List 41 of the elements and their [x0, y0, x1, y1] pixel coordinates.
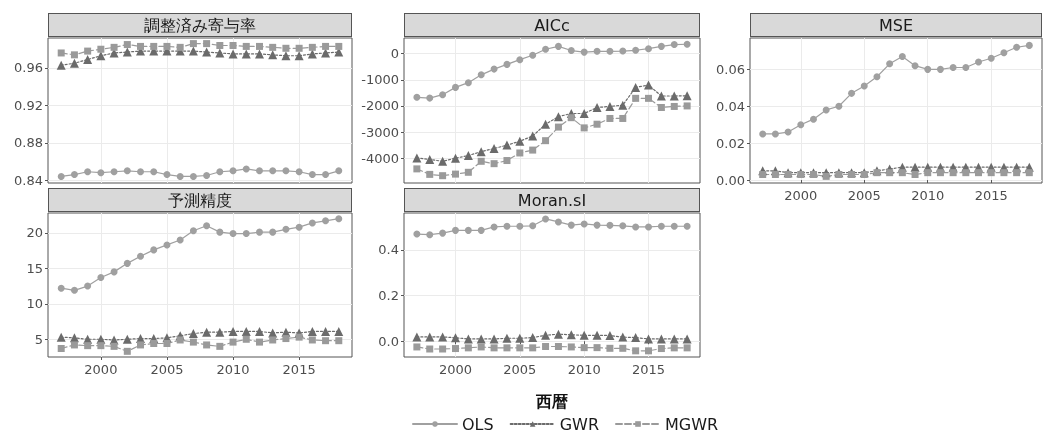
- x-tick-label: 2000: [84, 362, 118, 377]
- x-tick-label: 2010: [911, 188, 945, 203]
- y-tick-label: -1000: [361, 72, 399, 88]
- x-tick-label: 2005: [150, 362, 184, 377]
- x-tick-label: 2005: [847, 188, 881, 203]
- y-tick-label: -2000: [361, 98, 399, 114]
- x-tick-label: 2005: [503, 362, 537, 377]
- legend-label: GWR: [559, 414, 600, 434]
- y-tick-label: 10: [26, 296, 43, 312]
- chart-title: MSE: [750, 13, 1042, 37]
- chart-title: 予測精度: [48, 188, 352, 212]
- x-tick-label: 2000: [438, 362, 473, 377]
- y-tick-label: 0.02: [716, 135, 745, 151]
- y-tick-label: 0.2: [378, 288, 399, 304]
- y-tick-label: 0.84: [14, 172, 43, 188]
- y-tick-label: 0.4: [378, 242, 399, 258]
- y-tick-label: 0.88: [14, 135, 43, 151]
- x-tick-label: 2015: [282, 362, 316, 377]
- y-tick-label: 0.04: [716, 98, 745, 114]
- x-tick-label: 2000: [784, 188, 818, 203]
- y-tick-label: 20: [26, 225, 43, 241]
- x-axis-title: 西暦: [535, 391, 568, 411]
- y-tick-label: 0.00: [716, 172, 745, 188]
- legend-label: MGWR: [665, 414, 719, 434]
- x-tick-label: 2015: [974, 188, 1008, 203]
- y-tick-label: 0.92: [14, 97, 43, 113]
- y-tick-label: 0.06: [716, 61, 745, 77]
- y-tick-label: -3000: [361, 124, 399, 140]
- x-tick-label: 2010: [216, 362, 250, 377]
- y-tick-label: 15: [26, 260, 43, 276]
- x-tick-label: 2010: [567, 362, 601, 377]
- y-tick-label: 0: [390, 46, 399, 62]
- chart-title: 調整済み寄与率: [48, 13, 352, 37]
- y-tick-label: 5: [34, 331, 43, 347]
- legend-label: OLS: [462, 414, 494, 434]
- y-tick-label: -4000: [361, 150, 399, 166]
- chart-title: Moran.sI: [404, 188, 700, 212]
- x-tick-label: 2015: [631, 362, 666, 377]
- y-tick-label: 0.96: [14, 60, 43, 76]
- chart-title: AICc: [404, 13, 700, 37]
- y-tick-label: 0.0: [378, 333, 399, 349]
